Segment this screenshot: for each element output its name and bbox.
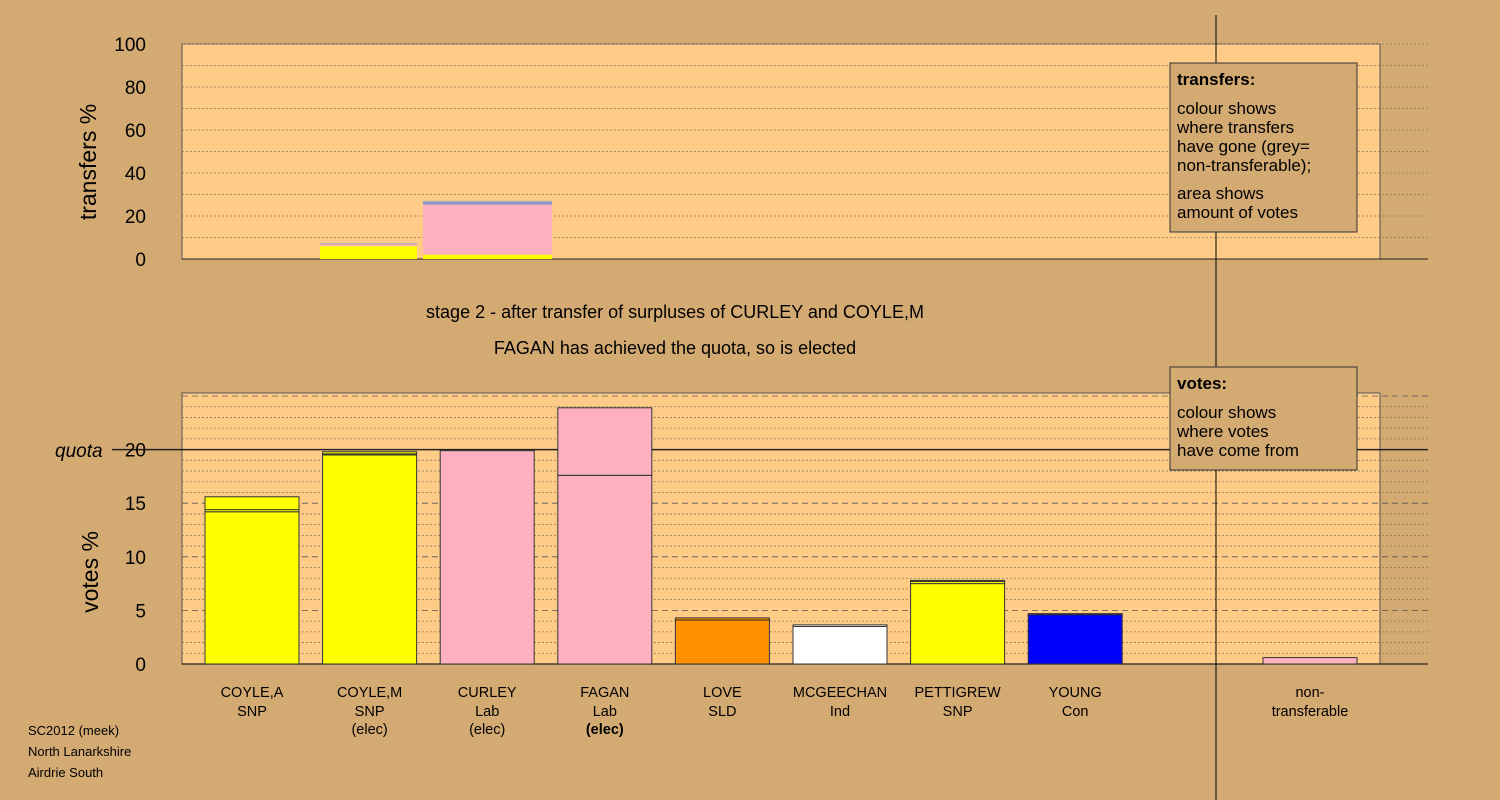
vote-segment xyxy=(1027,613,1123,616)
transfer-segment xyxy=(423,204,552,255)
transfers-legend-title: transfers: xyxy=(1177,70,1255,89)
vote-segment xyxy=(204,511,300,665)
transfers-y-axis-label: transfers % xyxy=(75,104,101,220)
transfers-legend-line: colour shows xyxy=(1177,99,1276,118)
candidate-name: LOVE xyxy=(703,685,742,701)
votes-legend-line: have come from xyxy=(1177,441,1299,460)
candidate-name: CURLEY xyxy=(458,685,517,701)
transfers-y-tick-label: 0 xyxy=(135,250,146,271)
vote-segment xyxy=(910,579,1006,582)
vote-segment xyxy=(204,496,300,511)
footer-ward: Airdrie South xyxy=(28,765,103,780)
transfers-y-tick-label: 40 xyxy=(125,164,146,185)
transfers-legend-line: area shows xyxy=(1177,184,1264,203)
transfers-legend-line: amount of votes xyxy=(1177,203,1298,222)
candidate-status: (elec) xyxy=(469,722,505,738)
vote-segment xyxy=(322,451,418,455)
candidate-party: SNP xyxy=(355,704,385,720)
votes-y-tick-label: 20 xyxy=(125,441,146,462)
stage-subtitle: FAGAN has achieved the quota, so is elec… xyxy=(494,338,856,358)
non-transferable-label: non- xyxy=(1295,685,1324,701)
votes-y-tick-label: 15 xyxy=(125,494,146,515)
non-transferable-bar xyxy=(1262,657,1358,665)
candidate-status: (elec) xyxy=(351,722,387,738)
vote-segment xyxy=(1027,614,1123,665)
transfers-legend-line: non-transferable); xyxy=(1177,156,1311,175)
transfer-segment xyxy=(320,243,417,245)
vote-segment xyxy=(674,619,770,665)
votes-panel: 0 5 10 15 20 COYLE,A SNP COYLE,M SNP (elec) CURLE… xyxy=(55,392,1428,738)
transfer-segment xyxy=(320,244,417,247)
vote-segment xyxy=(557,407,653,476)
vote-segment xyxy=(792,624,888,627)
candidate-party: Lab xyxy=(593,704,617,720)
transfers-legend: transfers: colour shows where transfers … xyxy=(1169,62,1358,233)
transfers-y-tick-label: 20 xyxy=(125,207,146,228)
votes-y-tick-label: 0 xyxy=(135,655,146,676)
footer-source: SC2012 (meek) xyxy=(28,723,119,738)
vote-segment xyxy=(439,450,535,665)
candidate-name: FAGAN xyxy=(580,685,629,701)
vote-segment xyxy=(322,454,418,665)
candidate-name: COYLE,M xyxy=(337,685,402,701)
candidate-party: Ind xyxy=(830,704,850,720)
votes-legend-line: colour shows xyxy=(1177,403,1276,422)
candidate-name: PETTIGREW xyxy=(914,685,1001,701)
candidate-party: SNP xyxy=(237,704,267,720)
transfers-y-tick-label: 80 xyxy=(125,78,146,99)
transfer-segment xyxy=(423,254,552,259)
candidate-party: Lab xyxy=(475,704,499,720)
vote-segment xyxy=(910,583,1006,665)
candidate-party: SNP xyxy=(943,704,973,720)
transfers-y-tick-label: 60 xyxy=(125,121,146,142)
vote-segment xyxy=(557,474,653,665)
vote-segment xyxy=(792,625,888,665)
transfer-segment xyxy=(423,200,552,203)
votes-legend-line: where votes xyxy=(1176,422,1269,441)
candidate-party: Con xyxy=(1062,704,1089,720)
transfer-segment xyxy=(320,246,417,259)
votes-legend-title: votes: xyxy=(1177,374,1227,393)
transfers-legend-line: where transfers xyxy=(1176,118,1294,137)
non-transferable-label: transferable xyxy=(1272,704,1349,720)
candidate-name: MCGEECHAN xyxy=(793,685,887,701)
transfers-y-tick-label: 100 xyxy=(114,35,146,56)
candidate-party: SLD xyxy=(708,704,736,720)
vote-segment xyxy=(674,617,770,621)
votes-y-tick-label: 10 xyxy=(125,548,146,569)
votes-legend: votes: colour shows where votes have com… xyxy=(1169,366,1358,471)
quota-label: quota xyxy=(55,441,103,462)
stage-title: stage 2 - after transfer of surpluses of… xyxy=(426,302,924,322)
footer-council: North Lanarkshire xyxy=(28,744,131,759)
candidate-status: (elec) xyxy=(586,722,624,738)
candidate-name: COYLE,A xyxy=(221,685,284,701)
candidate-name: YOUNG xyxy=(1049,685,1102,701)
votes-y-axis-label: votes % xyxy=(77,531,103,613)
transfers-legend-line: have gone (grey= xyxy=(1177,137,1310,156)
transfer-segment xyxy=(423,202,552,205)
votes-y-tick-label: 5 xyxy=(135,601,146,622)
